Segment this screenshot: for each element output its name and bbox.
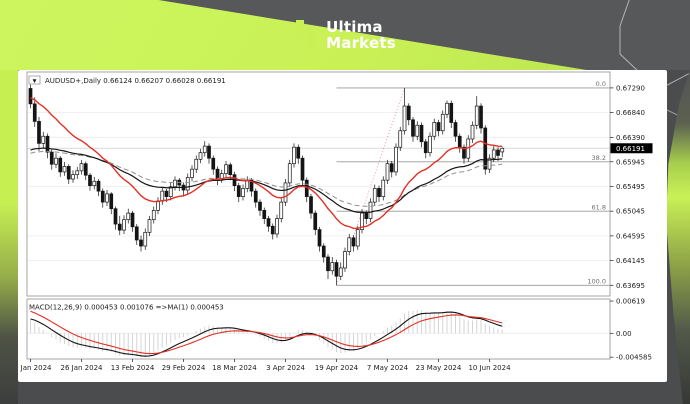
price-axis-label: 0.65945	[616, 158, 645, 166]
macd-axis-label: 0.00619	[616, 298, 645, 306]
fibonacci-retracement[interactable]: 0.0 38.2 61.8 100.0	[336, 80, 611, 286]
macd-signal-line	[30, 311, 503, 357]
date-label: 13 Feb 2024	[111, 364, 155, 372]
macd-panel-frame	[26, 298, 611, 360]
chevron-down-icon[interactable]: ▼	[33, 78, 37, 84]
date-label: 23 May 2024	[416, 364, 462, 372]
date-label: 10 Jun 2024	[468, 364, 511, 372]
date-label: 29 Feb 2024	[162, 364, 206, 372]
price-axis-label: 0.64145	[616, 257, 645, 265]
symbol-dropdown-button[interactable]	[28, 75, 41, 85]
date-label: 7 May 2024	[367, 364, 409, 372]
left-lime-strip-decoration	[0, 70, 18, 404]
fib-level-label: 0.0	[596, 80, 606, 88]
ma-fast-line	[30, 97, 503, 230]
price-axis-label: 0.67290	[616, 84, 645, 92]
moving-averages	[30, 97, 503, 230]
ma-slow-line	[30, 147, 503, 214]
symbol-bar: ▼ AUDUSD+,Daily 0.66124 0.66207 0.66028 0…	[28, 75, 226, 85]
macd-indicator	[27, 309, 610, 358]
price-axis-label: 0.65045	[616, 208, 645, 216]
date-label: 19 Apr 2024	[315, 364, 359, 372]
macd-ma-line	[30, 310, 503, 355]
brand-line-2: Markets	[326, 34, 396, 52]
price-axis-label: 0.64595	[616, 232, 645, 240]
date-label: 10 Jan 2024	[18, 364, 52, 372]
macd-axis-label: 0.00	[616, 330, 632, 338]
price-axis[interactable]: 0.67290 0.66840 0.66390 0.65945 0.65495 0.650…	[610, 84, 653, 362]
current-price-tag	[610, 143, 653, 154]
date-label: 3 Apr 2024	[266, 364, 305, 372]
price-axis-label: 0.66390	[616, 134, 645, 142]
price-chart-surface[interactable]: 0.038.261.8100.00.672900.668400.663900.6…	[10, 70, 667, 382]
current-price-label: 0.66191	[616, 145, 645, 153]
right-lime-strip-decoration	[666, 70, 690, 404]
fib-level-label: 38.2	[592, 154, 606, 162]
date-label: 26 Jan 2024	[61, 364, 104, 372]
ma-dashed-line	[30, 150, 503, 207]
brand-line-1: Ultima	[326, 17, 383, 36]
symbol-ohlc-label: AUDUSD+,Daily 0.66124 0.66207 0.66028 0.…	[45, 77, 226, 85]
ultima-markets-logo: Ultima Markets	[0, 0, 690, 70]
price-axis-label: 0.65495	[616, 183, 645, 191]
macd-values-label: MACD(12,26,9) 0.000453 0.001076 =>MA(1) …	[29, 304, 224, 312]
header-banner: Ultima Markets	[0, 0, 690, 122]
candles-layer	[28, 84, 505, 286]
logo-mark-icon	[294, 18, 316, 52]
chart-window: 0.0 38.2 61.8 100.0 0.67290 0.66840 0.66390 0.6…	[10, 70, 667, 382]
price-axis-label: 0.63695	[616, 282, 645, 290]
date-label: 18 Mar 2024	[212, 364, 257, 372]
brand-name: Ultima Markets	[326, 17, 396, 52]
time-axis[interactable]: 10 Jan 2024 26 Jan 2024 13 Feb 2024 29 Feb …	[10, 359, 511, 372]
fib-level-label: 100.0	[587, 277, 606, 285]
macd-axis-label: -0.004585	[616, 354, 652, 362]
main-chart-frame	[26, 71, 611, 297]
price-axis-label: 0.66840	[616, 109, 645, 117]
fib-level-label: 61.8	[592, 203, 606, 211]
